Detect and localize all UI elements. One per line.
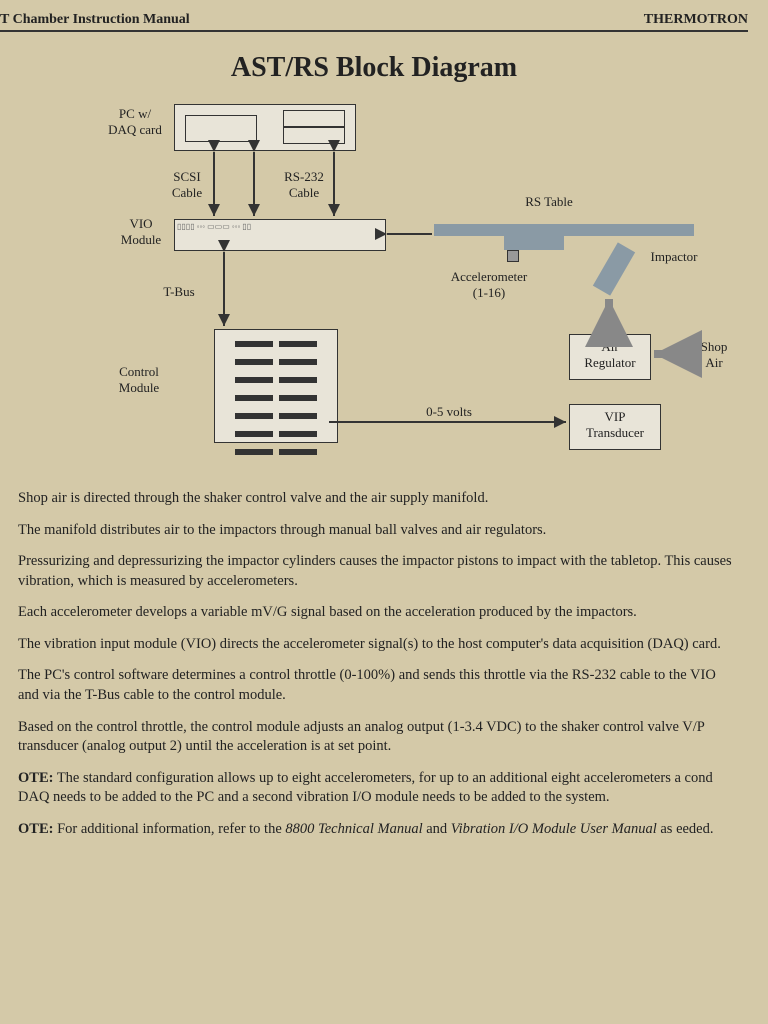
control-label: ControlModule xyxy=(109,364,169,395)
rs-table-label: RS Table xyxy=(514,194,584,210)
accel-sensor xyxy=(507,250,519,262)
scsi-label: SCSICable xyxy=(162,169,212,200)
vio-label: VIOModule xyxy=(112,216,170,247)
note-2-mid: and xyxy=(423,821,451,837)
air-reg-block: AirRegulator xyxy=(569,334,651,380)
diagram-title: AST/RS Block Diagram xyxy=(0,52,748,84)
volts-label: 0-5 volts xyxy=(414,404,484,420)
para-3: Pressurizing and depressurizing the impa… xyxy=(18,552,736,591)
note-2-ref1: 8800 Technical Manual xyxy=(285,821,422,837)
header-right: THERMOTRON xyxy=(644,12,748,28)
accel-label: Accelerometer(1-16) xyxy=(434,269,544,300)
para-1: Shop air is directed through the shaker … xyxy=(18,489,736,509)
note-2-label: OTE: xyxy=(18,821,53,837)
vip-block: VIPTransducer xyxy=(569,404,661,450)
note-2-pre: For additional information, refer to the xyxy=(57,821,285,837)
control-block xyxy=(214,329,338,443)
note-2: OTE: For additional information, refer t… xyxy=(18,820,736,840)
pc-block xyxy=(174,104,356,151)
note-1-label: OTE: xyxy=(18,770,53,786)
body-text: Shop air is directed through the shaker … xyxy=(0,489,748,839)
tbus-label: T-Bus xyxy=(154,284,204,300)
page-header: T Chamber Instruction Manual THERMOTRON xyxy=(0,12,748,32)
block-diagram: PC w/DAQ card ▯▯▯▯ ◦◦◦ ▭▭▭ ◦◦◦ ▯▯ VIOMod… xyxy=(14,94,734,474)
note-1: OTE: The standard configuration allows u… xyxy=(18,769,736,808)
header-left: T Chamber Instruction Manual xyxy=(0,12,190,28)
para-4: Each accelerometer develops a variable m… xyxy=(18,603,736,623)
note-1-text: The standard configuration allows up to … xyxy=(18,770,713,806)
rs-table-block xyxy=(434,224,694,236)
para-5: The vibration input module (VIO) directs… xyxy=(18,635,736,655)
impactor-block xyxy=(593,242,635,295)
rs-table-support xyxy=(504,236,564,250)
vio-block: ▯▯▯▯ ◦◦◦ ▭▭▭ ◦◦◦ ▯▯ xyxy=(174,219,386,251)
note-2-ref2: Vibration I/O Module User Manual xyxy=(451,821,657,837)
para-2: The manifold distributes air to the impa… xyxy=(18,521,736,541)
pc-label: PC w/DAQ card xyxy=(99,106,171,137)
para-7: Based on the control throttle, the contr… xyxy=(18,718,736,757)
para-6: The PC's control software determines a c… xyxy=(18,666,736,705)
rs232-label: RS-232Cable xyxy=(274,169,334,200)
note-2-post: as eeded. xyxy=(657,821,714,837)
impactor-label: Impactor xyxy=(644,249,704,265)
shop-air-label: ShopAir xyxy=(694,339,734,370)
